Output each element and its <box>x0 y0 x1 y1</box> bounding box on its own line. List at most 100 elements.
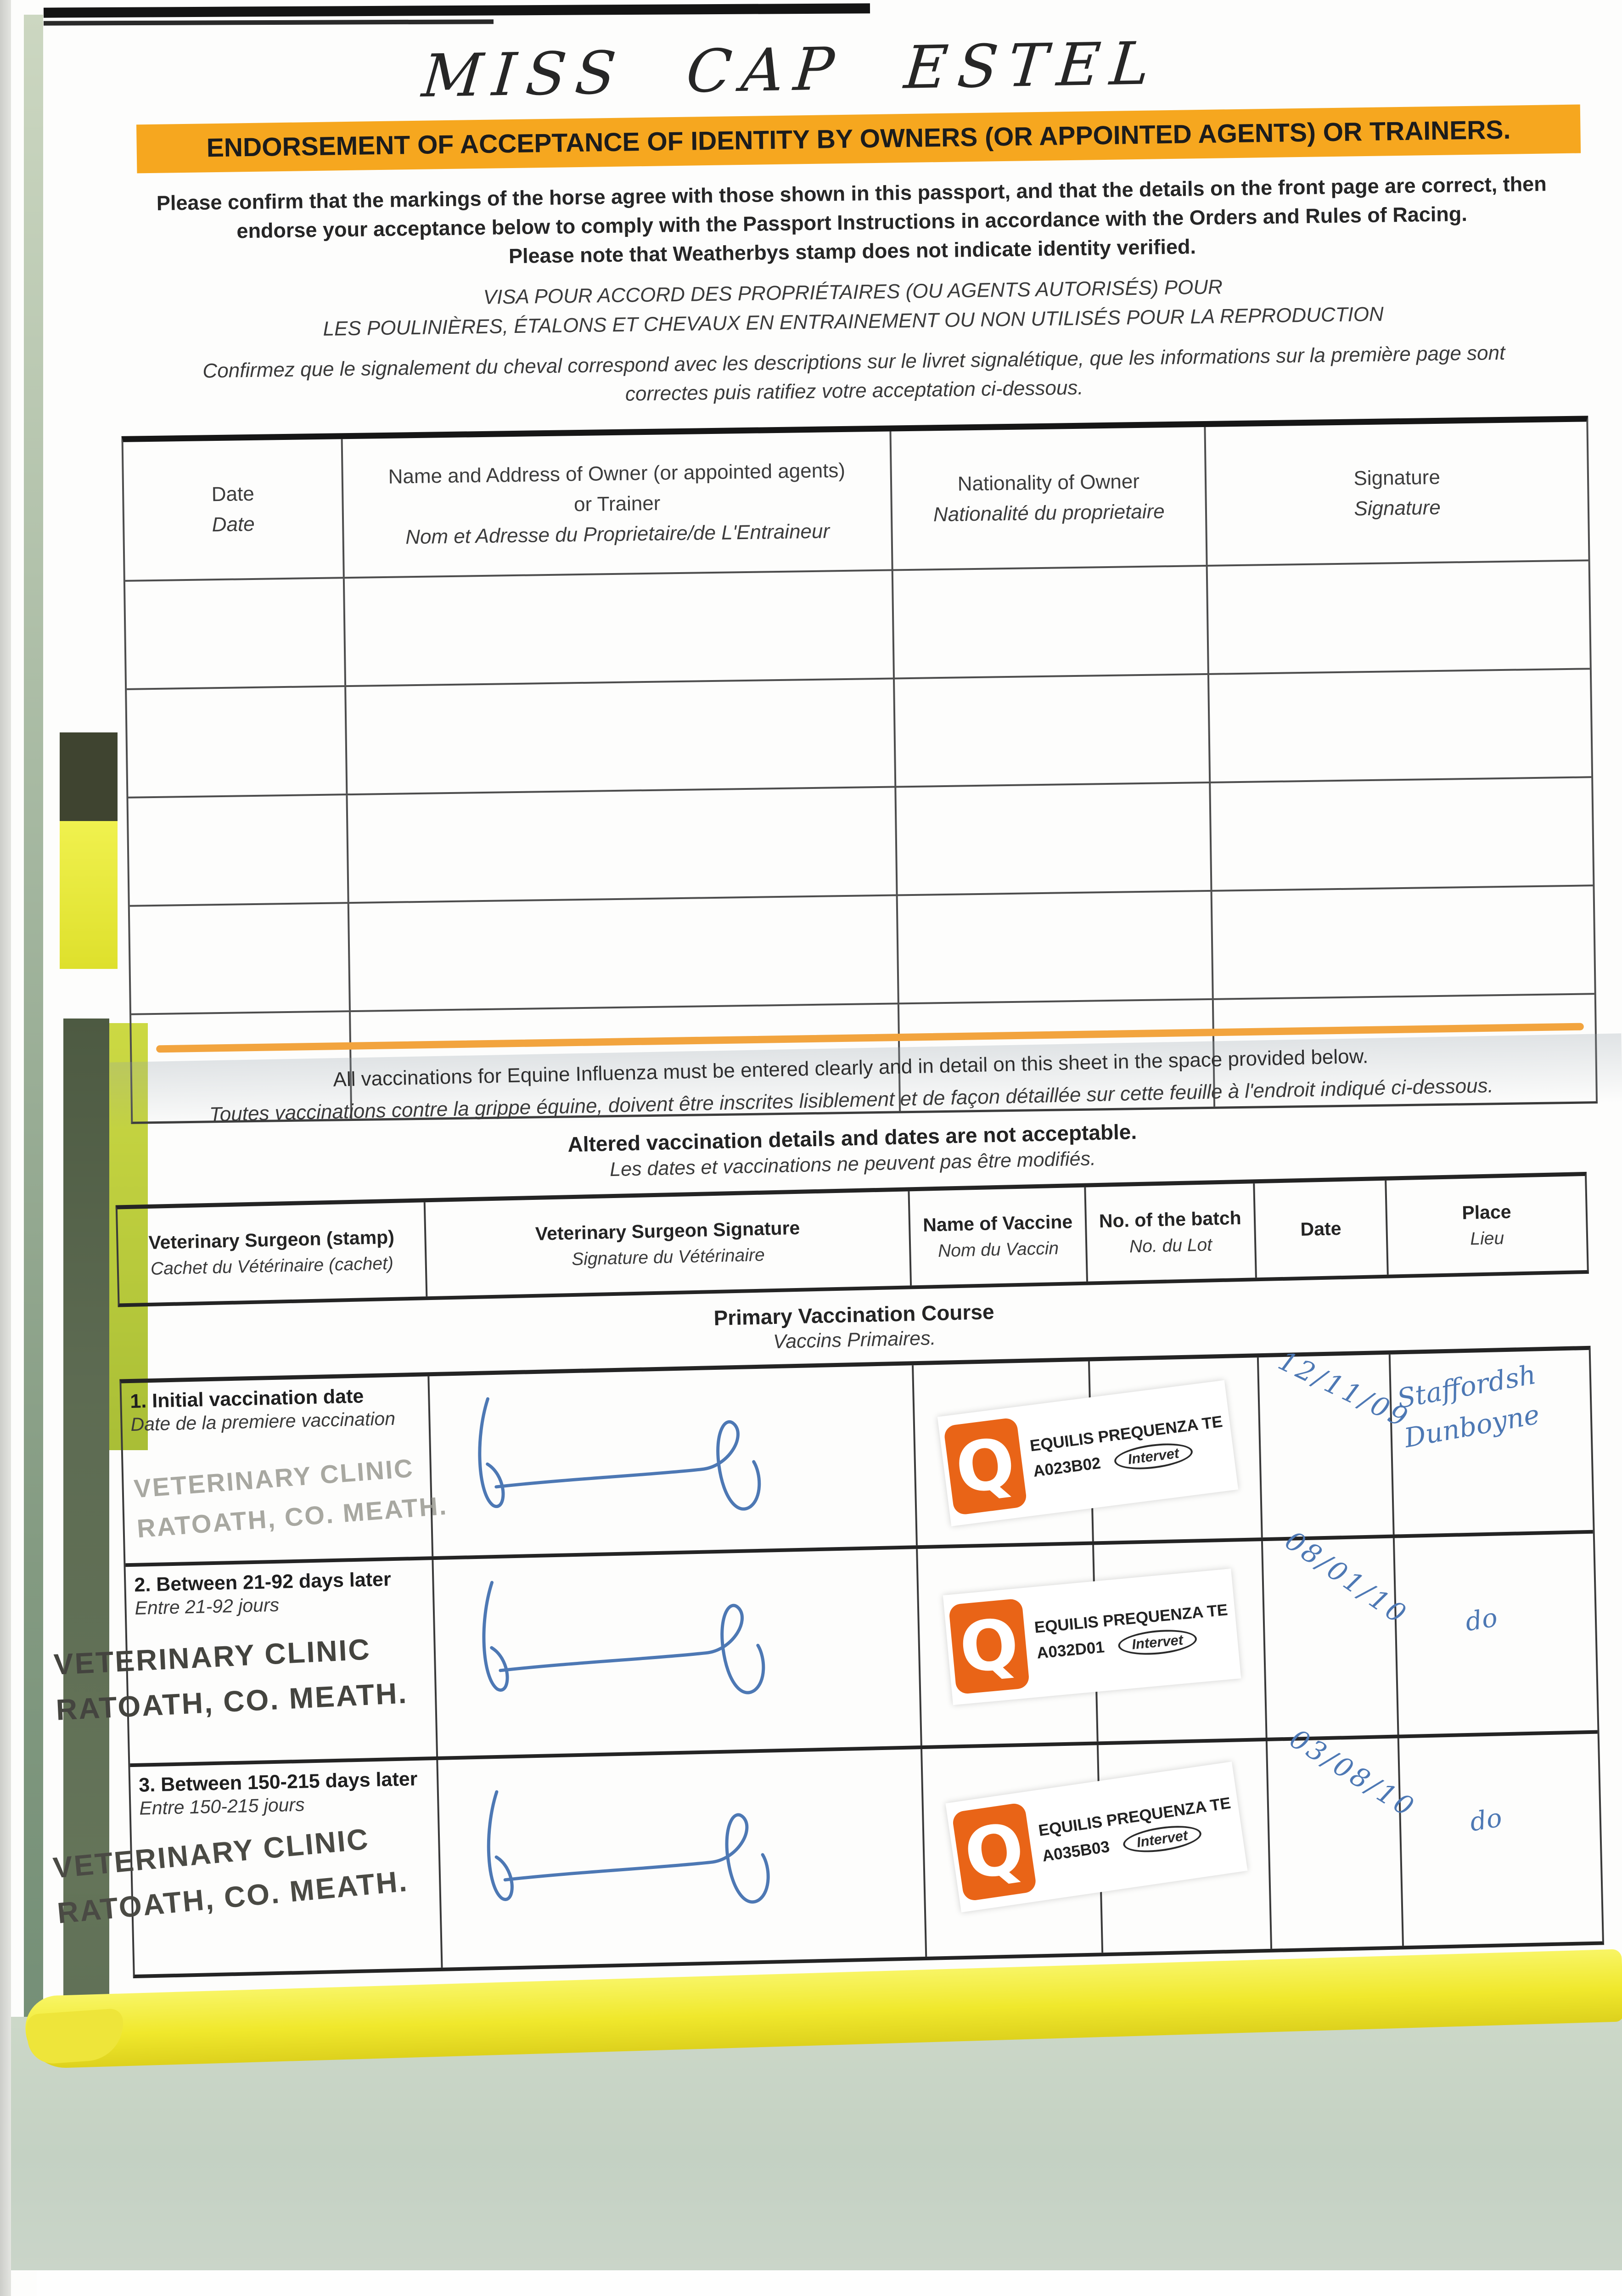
row2-signature-cell <box>433 1549 923 1756</box>
owner-table-header-row: Date Date Name and Address of Owner (or … <box>123 422 1588 582</box>
empty-cell <box>1209 670 1591 782</box>
row3-place-cell: do <box>1399 1734 1602 1946</box>
vaccination-sheet: All vaccinations for Equine Influenza mu… <box>52 1036 1620 2184</box>
header-signature-fr: Signature du Vétérinaire <box>571 1245 765 1270</box>
header-batch-en: No. of the batch <box>1099 1207 1242 1232</box>
row2-handwritten-place: do <box>1463 1603 1500 1638</box>
header-owner-line1: Name and Address of Owner (or appointed … <box>388 459 846 489</box>
row1-place-cell: Staffordsh Dunboyne <box>1391 1350 1593 1535</box>
owner-table-header-owner: Name and Address of Owner (or appointed … <box>342 431 893 577</box>
row3-date-cell: 03/08/10 <box>1267 1723 1421 1949</box>
handwritten-horse-name: MISS CAP ESTEL <box>419 29 1162 111</box>
owner-table-empty-row <box>129 886 1594 1015</box>
header-nationality-fr: Nationalité du proprietaire <box>933 500 1165 526</box>
owner-table-empty-row <box>127 670 1592 799</box>
endorsement-sheet: ENDORSEMENT OF ACCEPTANCE OF IDENTITY BY… <box>117 104 1598 1124</box>
empty-cell <box>898 892 1214 1003</box>
scanner-edge-strip <box>0 0 11 2296</box>
header-date-en: Date <box>1300 1217 1341 1240</box>
header-vaccine-fr: Nom du Vaccin <box>937 1238 1059 1261</box>
vaccination-table: Veterinary Surgeon (stamp) Cachet du Vét… <box>52 1171 1605 1979</box>
header-nationality-en: Nationality of Owner <box>957 470 1140 495</box>
empty-cell <box>1208 562 1590 674</box>
row2-vet-stamp: VETERINARY CLINIC RATOATH, CO. MEATH. <box>53 1625 409 1733</box>
confirm-french-text: Confirmez que le signalement du cheval c… <box>120 337 1588 416</box>
vaccination-row-1: 1. Initial vaccination date Date de la p… <box>121 1345 1593 1567</box>
empty-cell <box>125 579 347 689</box>
header-surgeon-fr: Cachet du Vétérinaire (cachet) <box>150 1253 394 1279</box>
header-vaccine-en: Name of Vaccine <box>922 1210 1073 1236</box>
vaccination-rows: 1. Initial vaccination date Date de la p… <box>52 1345 1605 1979</box>
owner-table-empty-row <box>128 778 1593 907</box>
endorsement-instructions: Please confirm that the markings of the … <box>118 169 1586 276</box>
vet-signature <box>448 1381 828 1544</box>
empty-cell <box>129 904 351 1013</box>
owner-table-empty-row <box>125 561 1590 691</box>
page-edge-green-strip <box>24 15 43 2237</box>
row3-signature-cell <box>438 1749 927 1968</box>
owner-endorsement-table: Date Date Name and Address of Owner (or … <box>121 416 1598 1124</box>
empty-cell <box>895 675 1211 786</box>
owner-table-header-nationality: Nationality of Owner Nationalité du prop… <box>891 427 1208 569</box>
header-place-en: Place <box>1461 1201 1512 1223</box>
header-date-en: Date <box>211 483 255 506</box>
header-date-fr: Date <box>212 513 255 536</box>
vaccine-logo-icon: Q <box>943 1417 1028 1516</box>
endorsement-header-band: ENDORSEMENT OF ACCEPTANCE OF IDENTITY BY… <box>136 104 1581 174</box>
header-vaccine-name: Name of Vaccine Nom du Vaccin <box>909 1187 1088 1286</box>
row1-signature-cell <box>429 1365 918 1557</box>
empty-cell <box>349 896 900 1011</box>
empty-cell <box>127 687 348 797</box>
vaccination-table-header-row: Veterinary Surgeon (stamp) Cachet du Vét… <box>115 1171 1589 1307</box>
row1-handwritten-place: Staffordsh Dunboyne <box>1394 1355 1547 1458</box>
row2-vaccine-cell: Q EQUILIS PREQUENZA TE A032D01 Intervet <box>918 1545 1241 1746</box>
header-surgeon-stamp: Veterinary Surgeon (stamp) Cachet du Vét… <box>117 1202 428 1304</box>
vet-signature <box>457 1774 837 1936</box>
empty-cell <box>896 783 1212 895</box>
visa-french-text: VISA POUR ACCORD DES PROPRIÉTAIRES (OU A… <box>119 267 1587 346</box>
empty-cell <box>346 679 897 794</box>
row2-batch-no: A032D01 <box>1036 1638 1106 1662</box>
row1-surgeon-cell: 1. Initial vaccination date Date de la p… <box>121 1376 449 1564</box>
row2-surgeon-cell: 2. Between 21-92 days later Entre 21-92 … <box>53 1560 438 1764</box>
scan-artifact-line-2 <box>43 19 494 26</box>
row2-batch-cell <box>1094 1541 1268 1742</box>
header-place: Place Lieu <box>1387 1176 1587 1275</box>
spine-yellow-segment <box>60 821 118 969</box>
row3-handwritten-place: do <box>1468 1803 1504 1838</box>
row1-batch-cell <box>1089 1357 1263 1542</box>
scan-artifact-line <box>43 3 870 18</box>
header-place-fr: Lieu <box>1470 1228 1504 1249</box>
header-owner-line2: or Trainer <box>573 492 661 516</box>
header-signature-fr: Signature <box>1354 496 1441 520</box>
vet-signature <box>452 1565 832 1728</box>
row1-vaccine-cell: Q EQUILIS PREQUENZA TE A023B02 Intervet <box>914 1361 1239 1546</box>
owner-table-header-signature: Signature Signature <box>1206 422 1588 565</box>
row1-date-cell: 12/11/09 <box>1258 1345 1414 1538</box>
empty-cell <box>344 571 895 686</box>
spine-dark-segment <box>60 732 118 822</box>
empty-cell <box>128 795 349 905</box>
row2-place-cell: do <box>1395 1534 1597 1735</box>
vaccination-row-3: 3. Between 150-215 days later Entre 150-… <box>52 1723 1602 1975</box>
empty-cell <box>1212 886 1594 998</box>
header-signature-en: Signature <box>1353 466 1441 490</box>
vaccine-logo-icon: Q <box>951 1802 1038 1902</box>
header-owner-fr: Nom et Adresse du Proprietaire/de L'Entr… <box>405 520 830 549</box>
owner-table-header-date: Date Date <box>123 439 345 580</box>
row3-surgeon-cell: 3. Between 150-215 days later Entre 150-… <box>52 1760 443 1975</box>
header-batch-fr: No. du Lot <box>1129 1235 1212 1257</box>
header-surgeon-signature: Veterinary Surgeon Signature Signature d… <box>426 1191 912 1297</box>
row3-batch-cell <box>1098 1741 1272 1953</box>
header-date: Date <box>1254 1180 1389 1278</box>
empty-cell <box>893 567 1210 678</box>
scan-bottom-margin <box>37 2270 1622 2296</box>
vaccine-logo-icon: Q <box>949 1598 1030 1695</box>
header-batch-no: No. of the batch No. du Lot <box>1086 1183 1257 1282</box>
row1-vet-stamp: VETERINARY CLINIC RATOATH, CO. MEATH. <box>133 1446 449 1549</box>
row2-date-cell: 08/01/10 <box>1263 1525 1414 1738</box>
row2-handwritten-date: 08/01/10 <box>1279 1525 1414 1631</box>
empty-cell <box>1211 778 1593 890</box>
row1-batch-no: A023B02 <box>1032 1454 1102 1480</box>
